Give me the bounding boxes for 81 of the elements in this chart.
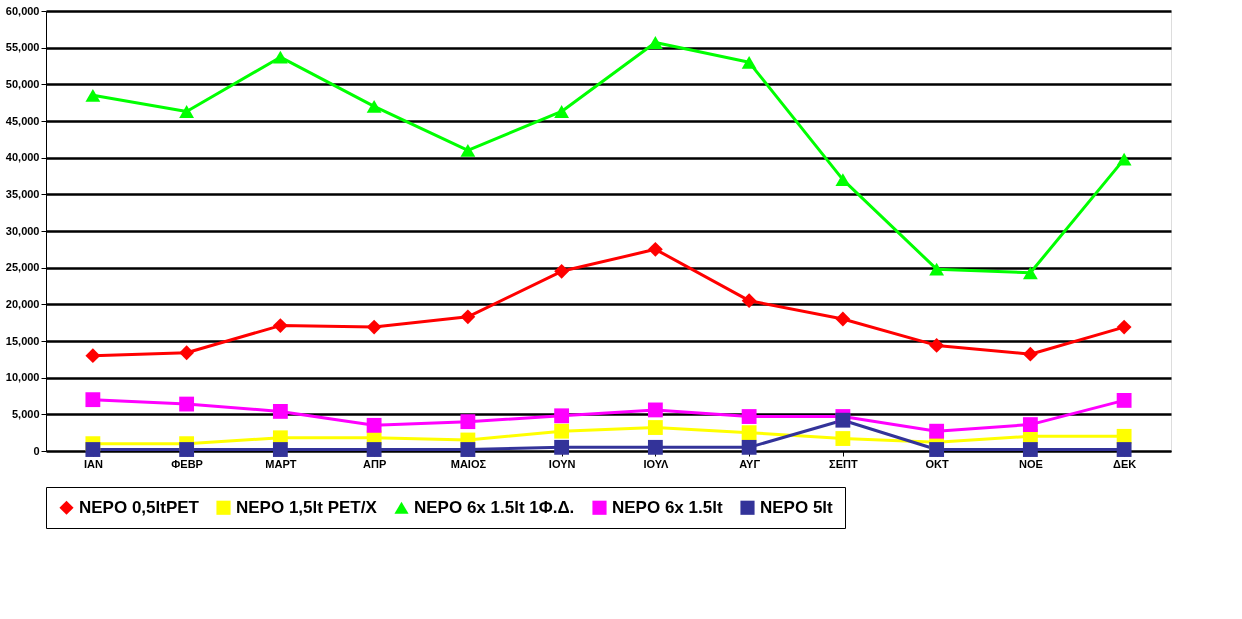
point (741, 55, 757, 69)
point (272, 318, 288, 334)
point (647, 402, 663, 418)
legend-label: ΝΕΡΟ 1,5lt PET/X (236, 497, 378, 517)
point (179, 396, 195, 412)
point (460, 309, 476, 325)
x-tick-label: ΟΚΤ (925, 457, 950, 470)
point (460, 414, 476, 430)
y-tick-label: 15,000 (5, 334, 40, 347)
x-tick-label: ΑΥΓ (739, 457, 761, 470)
point (929, 442, 945, 457)
point (741, 425, 757, 441)
point (929, 423, 945, 439)
point (554, 105, 570, 118)
x-tick-label: ΔΕΚ (1113, 457, 1137, 470)
point (272, 442, 288, 457)
point (179, 442, 195, 457)
point (366, 319, 382, 335)
point (366, 99, 382, 113)
point (85, 348, 101, 364)
y-tick-label: 0 (33, 444, 40, 457)
point (1116, 152, 1132, 166)
point (835, 412, 851, 428)
x-tick-label: ΜΑΡΤ (265, 457, 297, 470)
point (1022, 346, 1038, 362)
point (1022, 266, 1038, 280)
y-tick-label: 5,000 (11, 407, 40, 420)
point (835, 431, 851, 446)
y-tick-label: 45,000 (5, 114, 40, 127)
point (554, 263, 570, 279)
point (1116, 392, 1132, 408)
x-tick-label: ΙΟΥΝ (548, 457, 576, 470)
point (85, 392, 101, 408)
point (272, 403, 288, 419)
point (1022, 442, 1038, 457)
point (647, 420, 663, 435)
point (460, 143, 476, 157)
point (1116, 319, 1132, 335)
point (460, 442, 476, 457)
y-tick-label: 40,000 (5, 151, 40, 164)
point (647, 36, 663, 49)
point (741, 293, 757, 309)
x-tick-label: ΜΑΙΟΣ (450, 457, 487, 470)
x-tick-label: ΙΑΝ (83, 457, 103, 470)
y-tick-label: 20,000 (5, 297, 40, 310)
x-tick-label: ΙΟΥΛ (643, 457, 670, 470)
x-tick-label: ΝΟΕ (1018, 457, 1043, 470)
point (85, 88, 101, 102)
legend-label: ΝΕΡΟ 0,5ltPET (79, 497, 200, 517)
legend-label: ΝΕΡΟ 5lt (760, 497, 834, 517)
y-tick-label: 25,000 (5, 261, 40, 274)
point (85, 442, 101, 457)
point (929, 262, 945, 276)
point (366, 417, 382, 433)
point (741, 439, 757, 455)
point (835, 173, 851, 187)
y-tick-label: 35,000 (5, 187, 40, 200)
point (741, 409, 757, 424)
point (929, 337, 945, 353)
x-tick-label: ΦΕΒΡ (171, 457, 203, 470)
point (366, 442, 382, 457)
point (554, 423, 570, 439)
point (835, 311, 851, 327)
legend-label: ΝΕΡΟ 6x 1.5lt (612, 497, 723, 517)
legend-label: ΝΕΡΟ 6x 1.5lt 1Φ.Δ. (414, 497, 575, 517)
y-tick-label: 60,000 (5, 4, 40, 17)
point (1022, 417, 1038, 433)
x-tick-label: ΣΕΠΤ (829, 457, 858, 470)
y-tick-label: 55,000 (5, 41, 40, 54)
point (554, 439, 570, 455)
point (554, 408, 570, 424)
y-tick-label: 10,000 (5, 371, 40, 384)
point (647, 241, 663, 257)
x-tick-label: ΑΠΡ (363, 457, 387, 470)
y-tick-label: 50,000 (5, 77, 40, 90)
point (179, 105, 195, 118)
point (272, 50, 288, 64)
point (647, 439, 663, 455)
point (179, 345, 195, 361)
point (1116, 442, 1132, 457)
y-tick-label: 30,000 (5, 224, 40, 237)
